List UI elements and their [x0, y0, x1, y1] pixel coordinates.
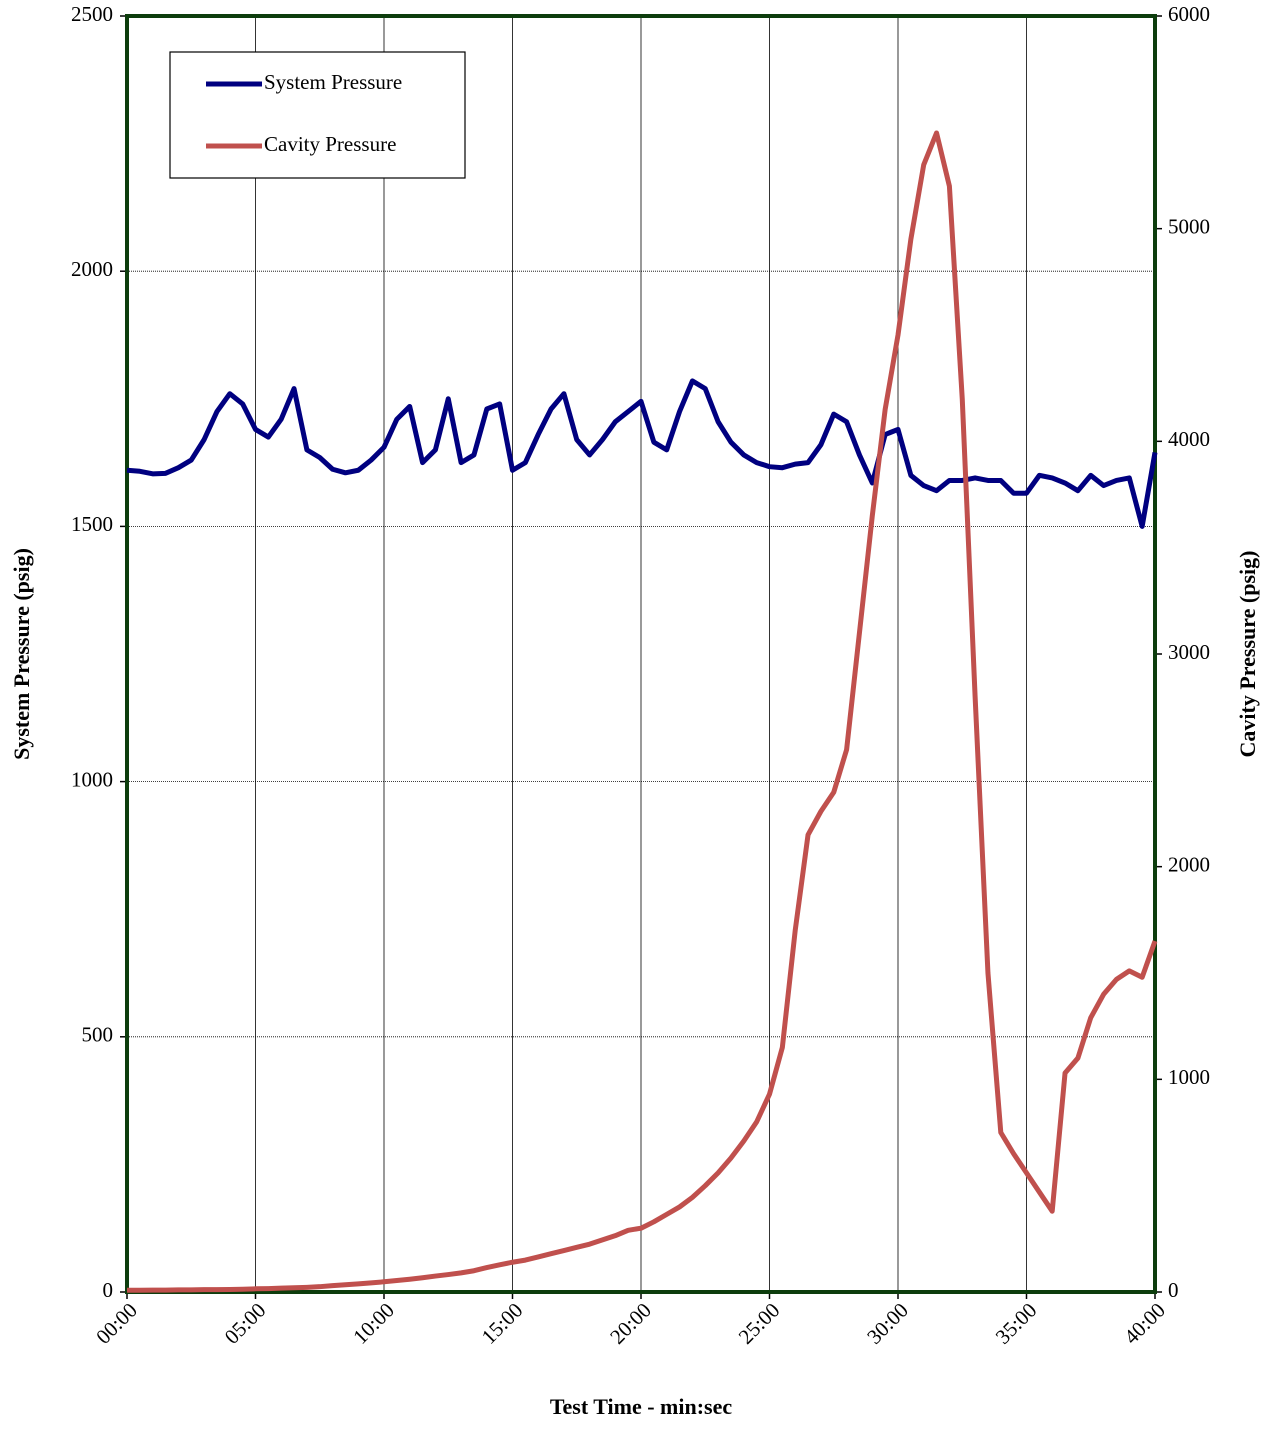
y2-tick-label: 3000 [1168, 640, 1210, 664]
x-tick-label: 35:00 [991, 1298, 1042, 1349]
legend-label: Cavity Pressure [264, 132, 396, 156]
legend-box [169, 51, 466, 179]
legend-label: System Pressure [264, 70, 402, 94]
x-tick-label: 30:00 [862, 1298, 913, 1349]
y2-tick-label: 2000 [1168, 852, 1210, 876]
y2-tick-label: 0 [1168, 1278, 1179, 1302]
x-tick-label: 20:00 [605, 1298, 656, 1349]
x-axis-title: Test Time - min:sec [550, 1394, 733, 1419]
y-axis-title: System Pressure (psig) [9, 548, 34, 760]
series-line [127, 130, 1158, 1293]
y2-tick-label: 4000 [1168, 427, 1210, 451]
y2-tick-label: 6000 [1168, 2, 1210, 26]
x-tick-label: 15:00 [477, 1298, 528, 1349]
x-tick-label: 05:00 [220, 1298, 271, 1349]
series-line [126, 378, 1158, 529]
x-tick-label: 10:00 [348, 1298, 399, 1349]
y-tick-label: 1500 [71, 512, 113, 536]
x-tick-label: 40:00 [1119, 1298, 1170, 1349]
y-tick-label: 2500 [71, 2, 113, 26]
y2-axis-title: Cavity Pressure (psig) [1235, 551, 1260, 758]
y2-tick-label: 1000 [1168, 1065, 1210, 1089]
y-tick-label: 2000 [71, 257, 113, 281]
plot-border [125, 14, 1157, 1294]
y2-tick-label: 5000 [1168, 214, 1210, 238]
y-tick-label: 1000 [71, 767, 113, 791]
y-tick-label: 0 [103, 1278, 114, 1302]
x-tick-label: 25:00 [734, 1298, 785, 1349]
y-tick-label: 500 [82, 1023, 114, 1047]
x-tick-label: 00:00 [91, 1298, 142, 1349]
